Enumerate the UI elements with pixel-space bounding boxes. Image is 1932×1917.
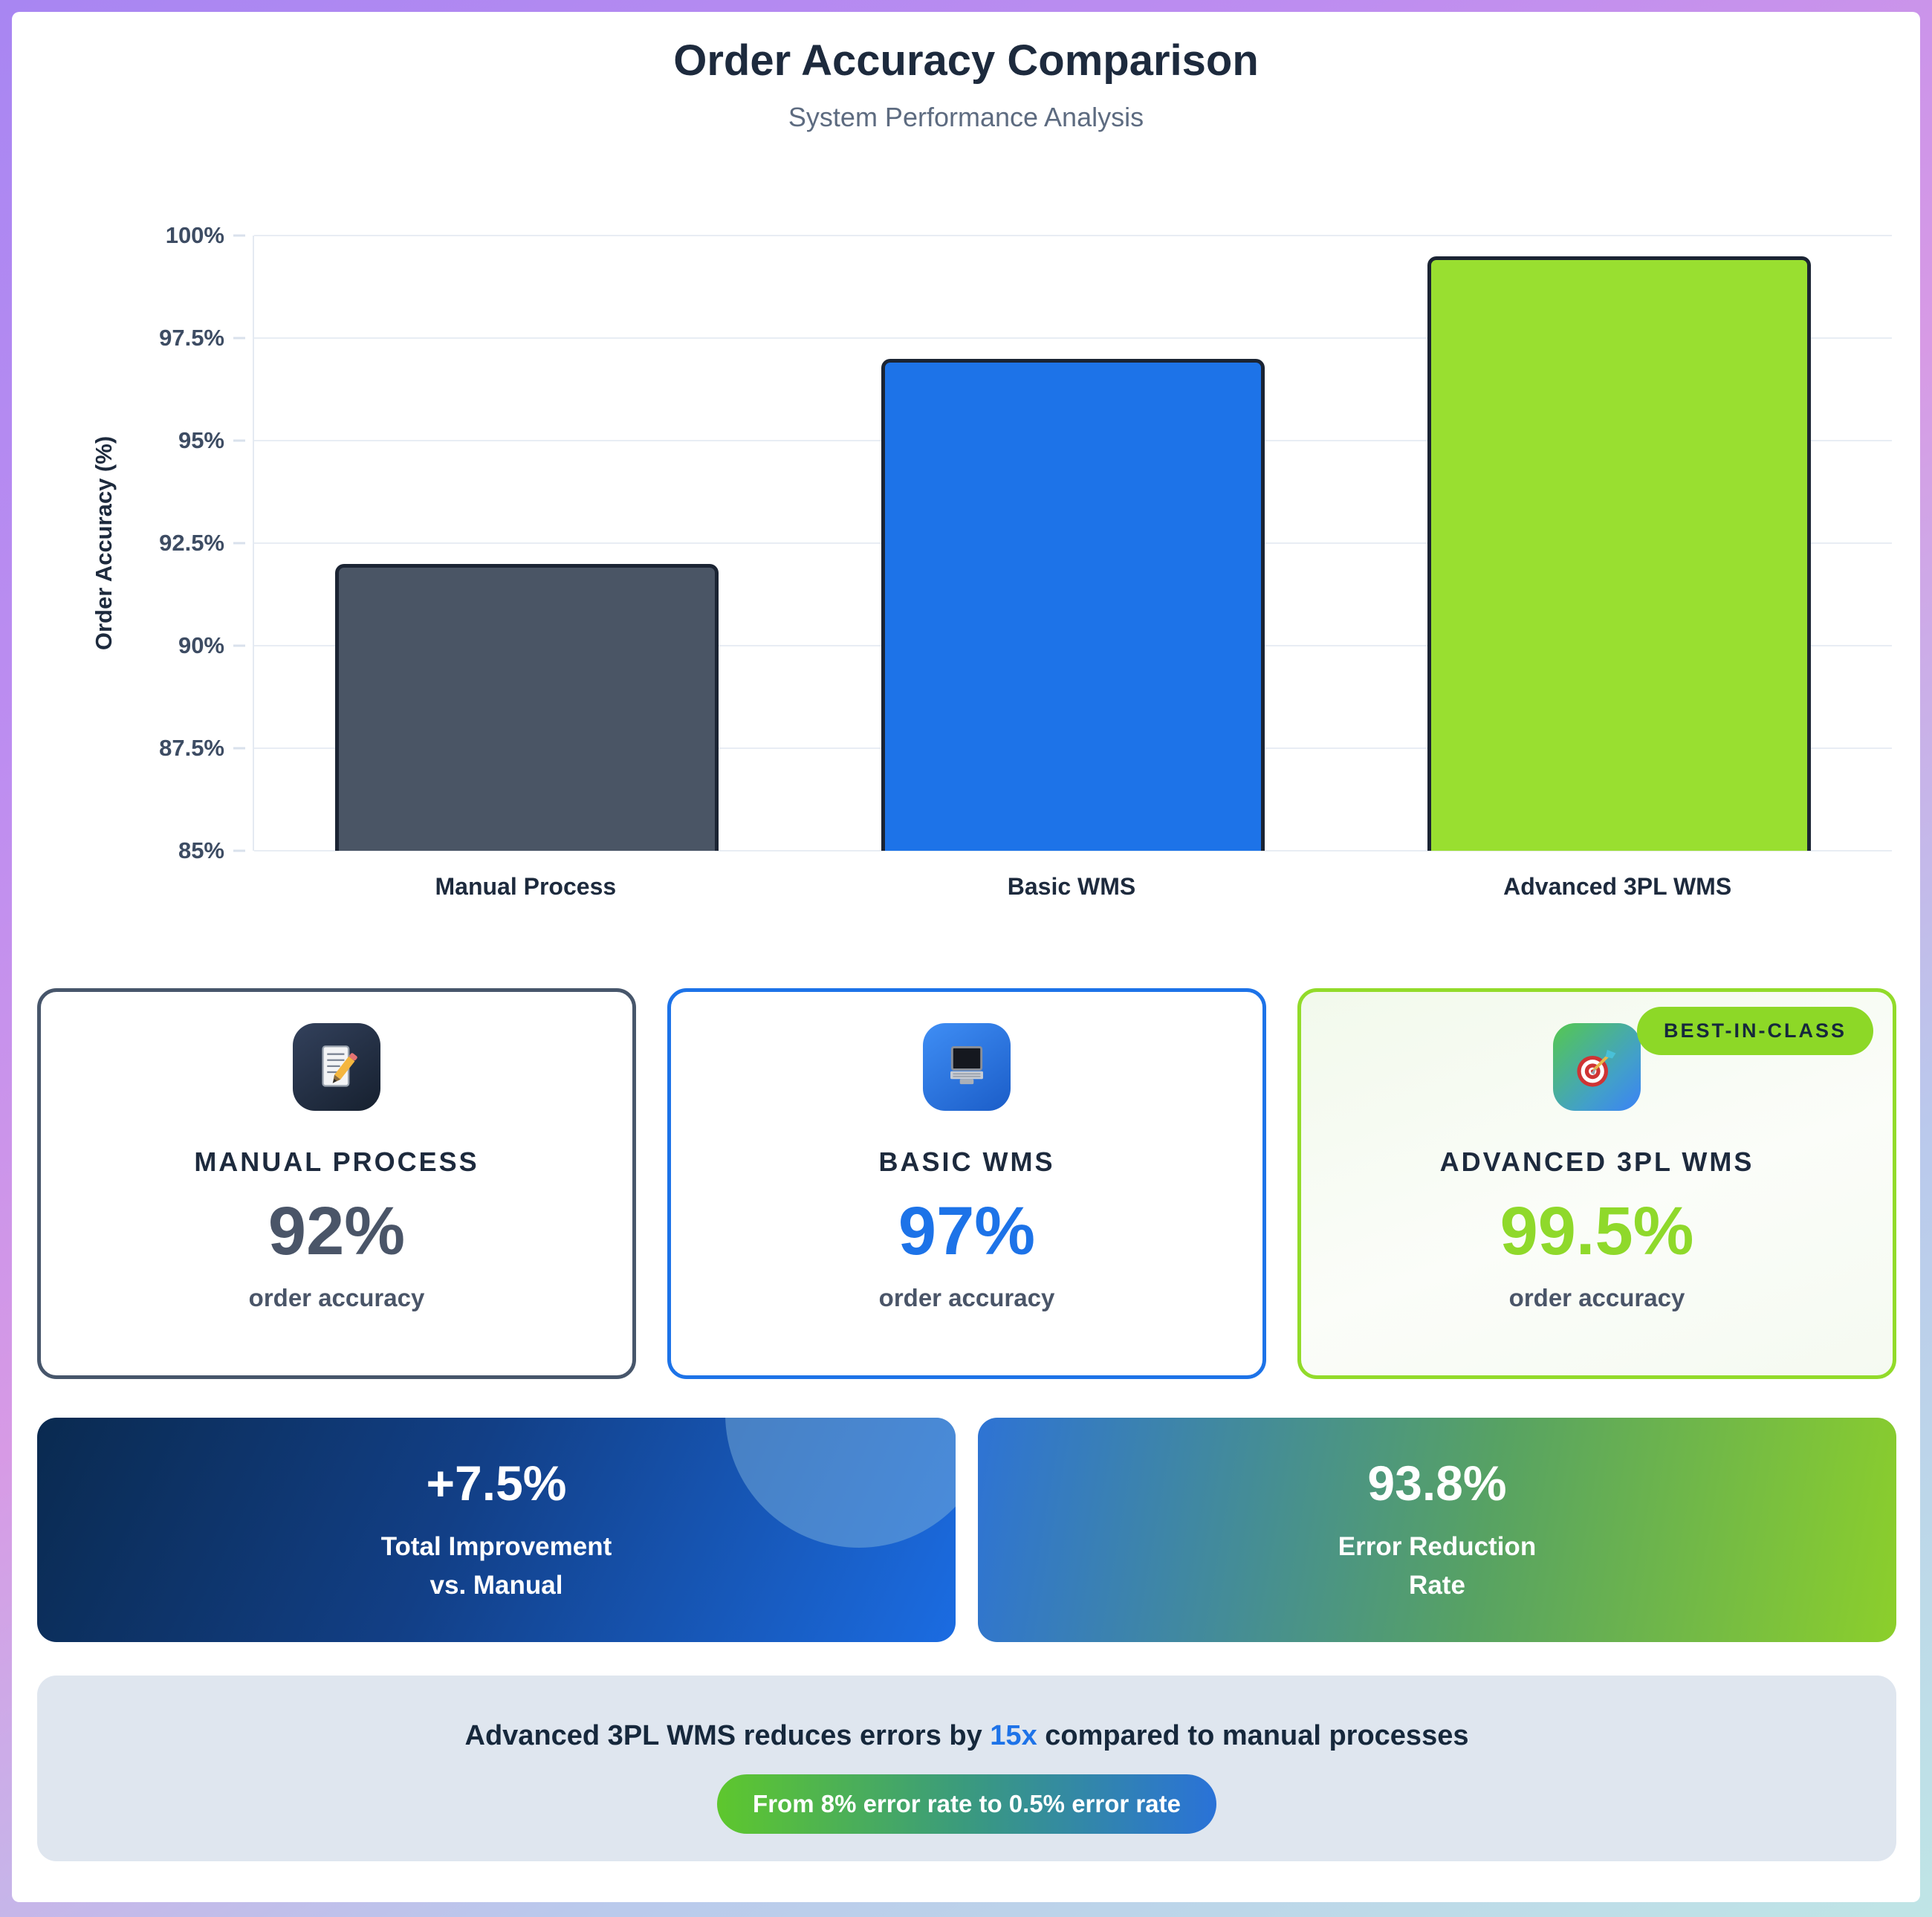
y-tick-label: 90%: [178, 632, 224, 658]
stat-cards-row: MANUAL PROCESS 92% order accuracy BASIC …: [37, 988, 1896, 1379]
total-improvement-banner: +7.5% Total Improvement vs. Manual: [37, 1418, 956, 1642]
improvement-label-line1: Total Improvement: [380, 1531, 612, 1561]
laptop-icon-graphic: [950, 1045, 983, 1085]
summary-text-after: compared to manual processes: [1037, 1720, 1469, 1751]
stat-card-manual-process: MANUAL PROCESS 92% order accuracy: [37, 988, 636, 1379]
target-icon: [1553, 1023, 1641, 1111]
error-reduction-label-line1: Error Reduction: [1338, 1531, 1537, 1561]
stat-card-basic-wms: BASIC WMS 97% order accuracy: [667, 988, 1266, 1379]
gridline: [254, 235, 1892, 236]
y-tick-mark: [233, 542, 245, 545]
stat-card-advanced-3pl-wms: BEST-IN-CLASS ADVANCED 3PL WMS 99.5% ord…: [1297, 988, 1896, 1379]
highlight-banners-row: +7.5% Total Improvement vs. Manual 93.8%…: [37, 1418, 1896, 1642]
target-icon-graphic: [1577, 1049, 1616, 1087]
y-tick-label: 92.5%: [159, 530, 224, 556]
plot-area: [253, 235, 1892, 852]
y-tick-mark: [233, 439, 245, 442]
infographic-sheet: Order Accuracy Comparison System Perform…: [12, 12, 1920, 1902]
card-title: BASIC WMS: [878, 1146, 1055, 1177]
improvement-label: Total Improvement vs. Manual: [381, 1528, 612, 1606]
bar-basic-wms: [881, 358, 1265, 851]
x-axis-label-basic-wms: Basic WMS: [1007, 873, 1136, 900]
card-label: order accuracy: [878, 1283, 1055, 1311]
summary-note: Advanced 3PL WMS reduces errors by 15x c…: [37, 1676, 1896, 1861]
y-tick-mark: [233, 644, 245, 647]
error-reduction-value: 93.8%: [1367, 1455, 1507, 1511]
y-tick-mark: [233, 849, 245, 852]
page-title: Order Accuracy Comparison: [673, 36, 1259, 85]
card-label: order accuracy: [1508, 1283, 1685, 1311]
memo-icon-graphic: [322, 1045, 357, 1087]
x-axis-label-manual-process: Manual Process: [435, 873, 617, 900]
gridline: [254, 850, 1892, 852]
bar-advanced-3pl-wms: [1427, 256, 1811, 851]
error-reduction-label-line2: Rate: [1409, 1571, 1465, 1600]
card-value: 97%: [898, 1193, 1036, 1269]
y-tick-mark: [233, 337, 245, 340]
y-tick-label: 97.5%: [159, 324, 224, 351]
y-tick-label: 100%: [165, 222, 224, 248]
y-tick-mark: [233, 234, 245, 237]
y-tick-label: 85%: [178, 837, 224, 863]
x-axis-label-advanced-3pl-wms: Advanced 3PL WMS: [1503, 873, 1732, 900]
card-value: 92%: [268, 1193, 406, 1269]
y-tick-label: 95%: [178, 426, 224, 453]
order-accuracy-chart: Order Accuracy (%) 100% 97.5% 95% 92.5% 90% 8…: [12, 205, 1920, 933]
header: Order Accuracy Comparison System Perform…: [12, 12, 1920, 133]
improvement-label-line2: vs. Manual: [429, 1571, 563, 1600]
y-tick-label: 87.5%: [159, 735, 224, 761]
summary-highlight: 15x: [990, 1720, 1037, 1751]
page-subtitle: System Performance Analysis: [788, 102, 1144, 132]
gridline: [254, 337, 1892, 339]
best-in-class-badge: BEST-IN-CLASS: [1636, 1007, 1873, 1055]
bar-manual-process: [335, 563, 719, 851]
error-reduction-banner: 93.8% Error Reduction Rate: [978, 1418, 1896, 1642]
error-reduction-label: Error Reduction Rate: [1338, 1528, 1536, 1606]
card-title: ADVANCED 3PL WMS: [1439, 1146, 1754, 1177]
error-rate-pill: From 8% error rate to 0.5% error rate: [717, 1774, 1216, 1834]
y-tick-mark: [233, 747, 245, 750]
x-axis: Manual Process Basic WMS Advanced 3PL WMS: [253, 873, 1890, 918]
card-label: order accuracy: [248, 1283, 425, 1311]
laptop-icon: [923, 1023, 1011, 1111]
summary-text-before: Advanced 3PL WMS reduces errors by: [464, 1720, 991, 1751]
card-value: 99.5%: [1500, 1193, 1694, 1269]
summary-text: Advanced 3PL WMS reduces errors by 15x c…: [37, 1676, 1896, 1752]
card-title: MANUAL PROCESS: [194, 1146, 479, 1177]
y-axis: 100% 97.5% 95% 92.5% 90% 87.5% 85%: [12, 222, 253, 863]
memo-icon: [293, 1023, 380, 1111]
improvement-value: +7.5%: [426, 1455, 567, 1511]
